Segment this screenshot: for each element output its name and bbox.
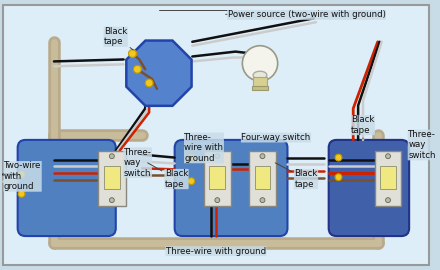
Circle shape [130, 50, 137, 57]
Bar [98, 151, 125, 206]
Circle shape [188, 178, 195, 185]
Text: Black
tape: Black tape [275, 163, 318, 189]
Circle shape [110, 154, 114, 159]
Bar [253, 77, 267, 87]
Text: Three-wire with ground: Three-wire with ground [166, 247, 266, 256]
Bar [380, 166, 396, 189]
Circle shape [110, 198, 114, 202]
Bar [375, 151, 401, 206]
Circle shape [385, 198, 390, 202]
Text: Black
tape: Black tape [351, 115, 374, 139]
Text: Power source (two-wire with ground): Power source (two-wire with ground) [226, 10, 385, 19]
Bar [209, 166, 225, 189]
Polygon shape [126, 40, 191, 106]
Text: Black
tape: Black tape [148, 163, 188, 189]
Text: Three-
way
switch: Three- way switch [408, 130, 436, 160]
Circle shape [335, 154, 342, 161]
Ellipse shape [253, 71, 267, 79]
Circle shape [385, 154, 390, 159]
Bar [252, 86, 268, 90]
Bar [254, 166, 271, 189]
Circle shape [260, 154, 265, 159]
Text: Three-
way
switch: Three- way switch [124, 148, 151, 178]
FancyBboxPatch shape [329, 140, 409, 236]
Circle shape [128, 50, 136, 58]
Bar [249, 151, 276, 206]
Circle shape [18, 171, 25, 178]
Circle shape [242, 46, 278, 81]
FancyBboxPatch shape [18, 140, 116, 236]
Text: Black
tape: Black tape [104, 27, 133, 50]
Text: Two-wire
with
ground: Two-wire with ground [4, 161, 41, 191]
Circle shape [260, 198, 265, 202]
Circle shape [215, 154, 220, 159]
Text: Four-way switch: Four-way switch [242, 133, 311, 142]
Circle shape [215, 198, 220, 202]
FancyBboxPatch shape [175, 140, 287, 236]
Bar [103, 166, 120, 189]
Circle shape [18, 190, 25, 197]
Circle shape [335, 174, 342, 181]
Circle shape [188, 154, 195, 161]
Bar [204, 151, 231, 206]
Text: Three-
wire with
ground: Three- wire with ground [184, 133, 224, 163]
Circle shape [133, 65, 141, 73]
Circle shape [145, 79, 153, 87]
